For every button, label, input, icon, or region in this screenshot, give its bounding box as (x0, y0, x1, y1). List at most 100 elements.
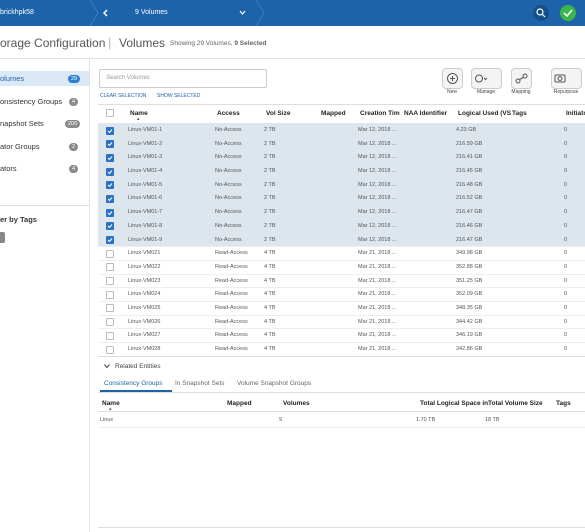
button-label: Repurpose (553, 89, 579, 95)
tab[interactable]: In Snapshot Sets (175, 380, 225, 387)
cell: 2 TB (264, 209, 276, 216)
cell: Mar 12, 2018 ... (358, 209, 397, 216)
checkbox[interactable] (106, 304, 114, 313)
checkbox[interactable] (106, 318, 114, 327)
column-header[interactable]: Total Volume Size (488, 400, 543, 407)
cell: Mar 12, 2018 ... (358, 222, 397, 229)
row-selected[interactable] (98, 205, 585, 220)
cell: 0 (564, 250, 568, 257)
cell: Linux-VM021 (128, 250, 161, 257)
column-header[interactable]: Creation Tim (360, 110, 400, 117)
cell: 0 (564, 236, 568, 243)
cell: 0 (564, 140, 568, 147)
action-link[interactable]: SHOW SELECTED (157, 93, 201, 99)
row[interactable] (98, 328, 585, 344)
column-header[interactable]: Total Logical Space in (420, 400, 489, 407)
toolbar-button[interactable] (551, 68, 582, 89)
cell: Linux (100, 417, 114, 423)
toolbar-button[interactable] (442, 68, 463, 89)
nav-item[interactable]: ators (0, 164, 17, 173)
column-header[interactable]: NAA Identifier (404, 110, 448, 117)
row-selected[interactable] (98, 136, 585, 152)
row[interactable] (98, 287, 585, 302)
row-selected[interactable] (98, 177, 585, 193)
checkbox[interactable] (106, 181, 114, 190)
row[interactable] (98, 342, 585, 357)
action-link[interactable]: CLEAR SELECTION (100, 93, 147, 99)
cell: Linux-VM01-3 (128, 154, 163, 161)
cell: Linux-VM025 (128, 304, 161, 311)
checkbox[interactable] (106, 194, 114, 203)
context[interactable]: 9 Volumes (135, 9, 168, 16)
column-header[interactable]: Initiato (566, 110, 585, 117)
row[interactable] (98, 246, 585, 261)
nav-item[interactable]: napshot Sets (0, 119, 44, 128)
checkbox[interactable] (106, 331, 114, 340)
checkbox[interactable] (106, 249, 114, 258)
row[interactable] (98, 260, 585, 275)
row[interactable] (98, 301, 585, 316)
cell: 351.25 GB (456, 277, 483, 284)
column-header[interactable]: Access (217, 110, 240, 117)
related-title: Related Entities (115, 363, 161, 370)
checkbox[interactable] (106, 140, 114, 149)
row-rule (98, 427, 585, 428)
nav-item[interactable]: olumes (0, 74, 25, 83)
cell: 2 TB (264, 168, 276, 175)
column-header[interactable]: Volumes (283, 400, 310, 407)
checkbox[interactable] (106, 208, 114, 217)
cell: 344.42 GB (456, 318, 483, 325)
checkbox[interactable] (106, 290, 114, 299)
cell: Mar 12, 2018 ... (358, 195, 397, 202)
row-selected[interactable] (98, 123, 585, 138)
filter-button[interactable] (0, 232, 5, 243)
row-selected[interactable] (98, 218, 585, 234)
cell: 2 TB (264, 236, 276, 243)
search-box[interactable]: Search Volumes (99, 69, 267, 88)
row-selected[interactable] (98, 191, 585, 207)
nav-item[interactable]: ator Groups (0, 141, 40, 151)
checkbox[interactable] (106, 126, 114, 135)
checkbox[interactable] (106, 109, 114, 117)
checkbox[interactable] (106, 277, 114, 286)
cell: Linux-VM026 (128, 318, 161, 325)
nav-item[interactable]: onsistency Groups (0, 96, 63, 106)
row[interactable] (98, 315, 585, 330)
column-header[interactable]: Vol Size (266, 110, 291, 117)
column-header[interactable]: Mapped (227, 400, 252, 407)
nav-count: 200 (65, 120, 81, 128)
column-header[interactable]: Mapped (321, 110, 346, 117)
button-icon (447, 73, 458, 84)
row-selected[interactable] (98, 150, 585, 166)
cell: Mar 21, 2018 ... (358, 318, 397, 325)
toolbar-button[interactable] (471, 68, 502, 89)
toolbar-button[interactable] (511, 68, 532, 89)
column-header[interactable]: Tags (512, 110, 527, 117)
column-header[interactable]: Logical Used (VS (458, 110, 512, 117)
checkbox[interactable] (106, 222, 114, 231)
cell: Mar 12, 2018 ... (358, 236, 397, 243)
row[interactable] (98, 274, 585, 289)
cell: Linux-VM022 (128, 263, 161, 270)
column-header[interactable]: Name (102, 400, 120, 407)
collapse-icon[interactable] (104, 363, 110, 369)
checkbox[interactable] (106, 236, 114, 245)
checkbox[interactable] (106, 167, 114, 176)
row-selected[interactable] (98, 164, 585, 179)
search-placeholder: Search Volumes (106, 75, 150, 81)
column-header[interactable]: Tags (556, 400, 571, 407)
cell: 346.19 GB (456, 332, 483, 339)
bottom-rule (98, 527, 585, 528)
column-header[interactable]: Name (130, 110, 148, 117)
checkbox[interactable] (106, 153, 114, 162)
check (107, 224, 113, 229)
cell: Linux-VM027 (128, 332, 161, 339)
checkbox[interactable] (106, 345, 114, 354)
checkbox[interactable] (106, 263, 114, 272)
row-selected[interactable] (98, 232, 585, 248)
tab[interactable]: Consistency Groups (104, 380, 163, 387)
cell: No-Access (215, 127, 242, 133)
tab[interactable]: Volume Snapshot Groups (237, 380, 312, 387)
cell: Linux-VM01-4 (128, 168, 163, 175)
